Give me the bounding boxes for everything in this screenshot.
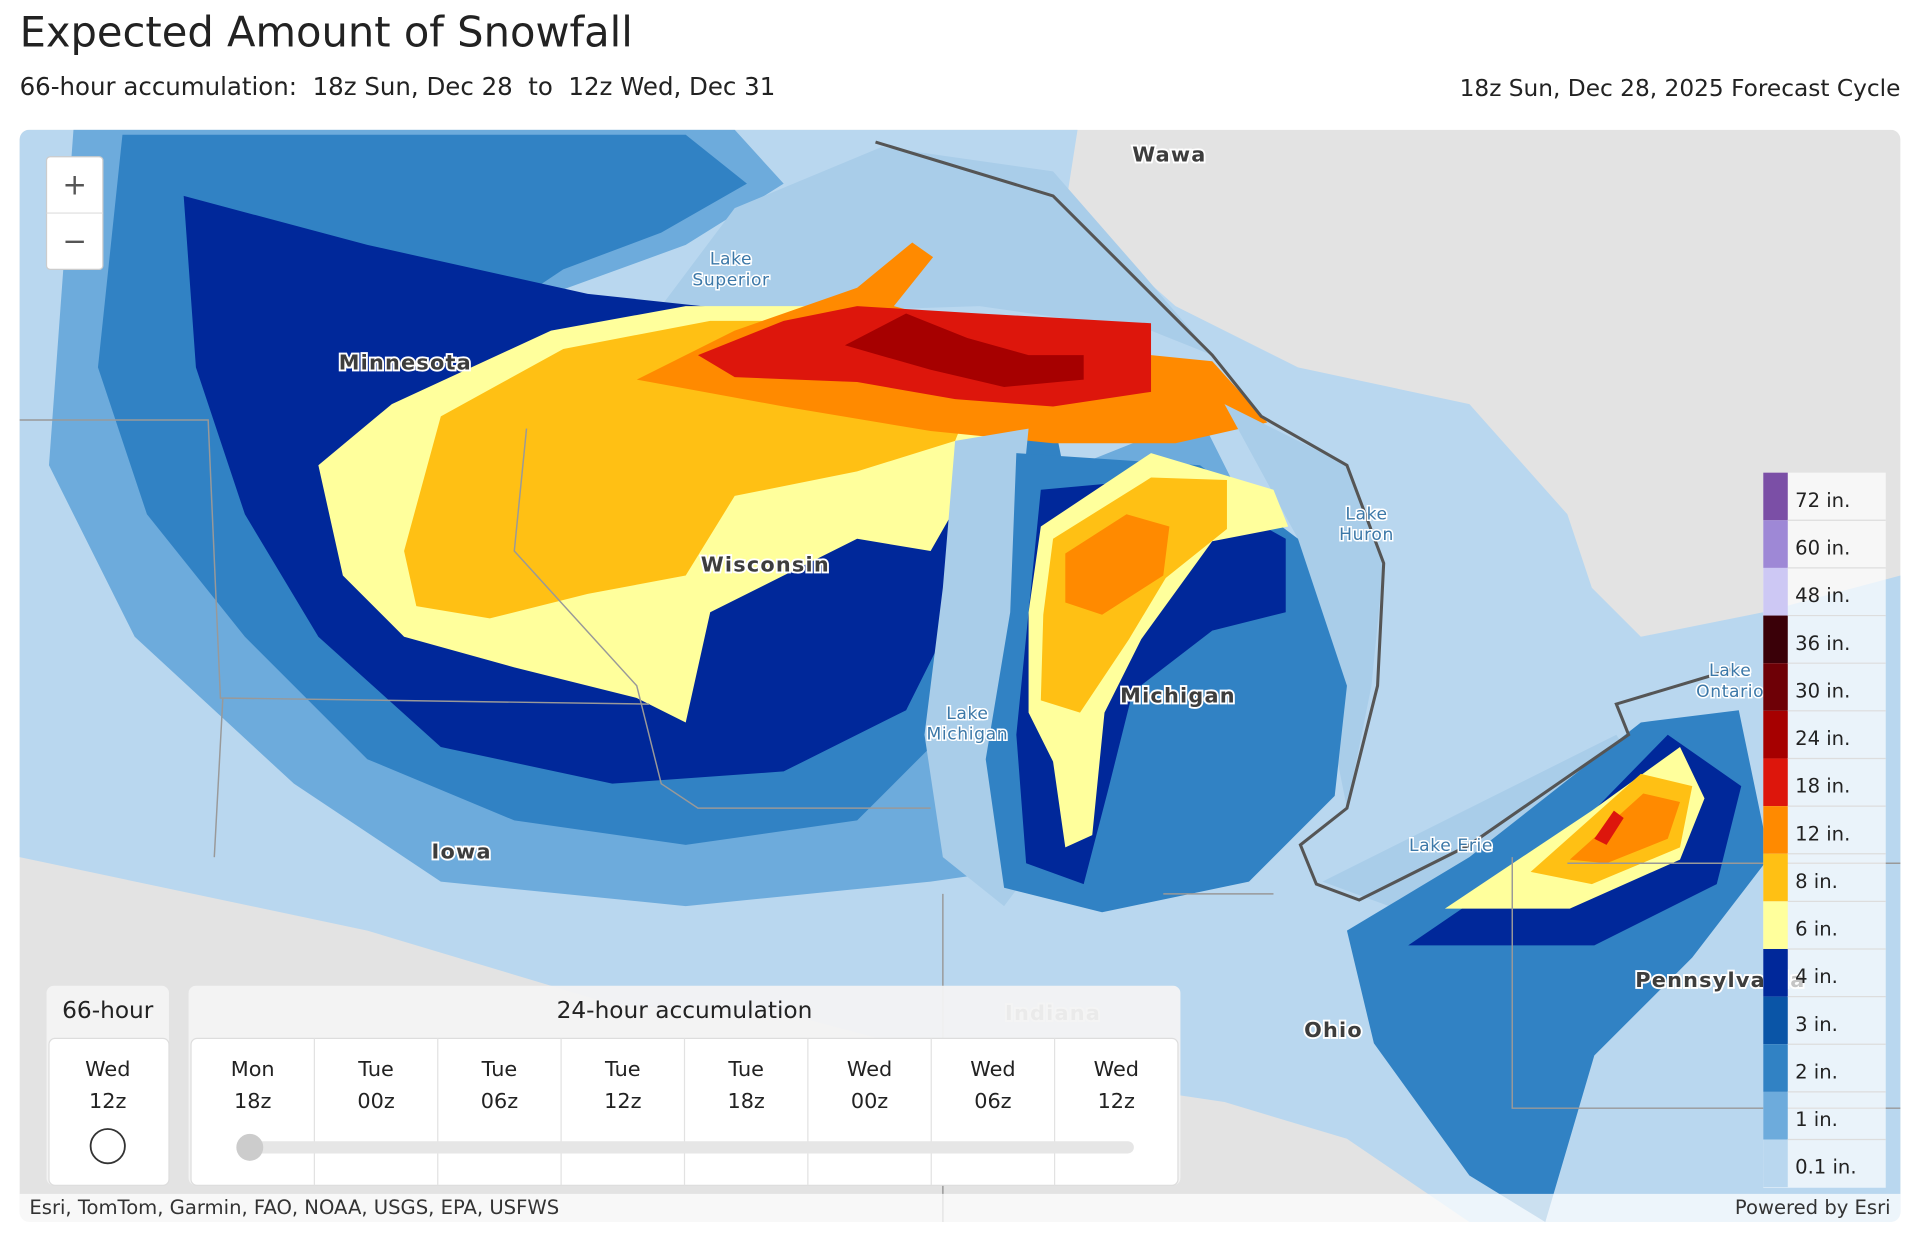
subtitle: 66-hour accumulation: 18z Sun, Dec 28 to… [20,72,776,101]
total-card[interactable] [48,1037,170,1186]
snow-area [844,313,1084,387]
snow-area [1594,810,1624,845]
legend-swatch [1763,853,1788,902]
map-label: Michigan [927,725,1009,745]
zoom-in[interactable]: + [62,168,87,202]
step-hour: 12z [1098,1089,1135,1113]
powered-by: Powered by Esri [1735,1196,1891,1219]
legend-label: 18 in. [1795,775,1850,798]
map-label: Lake [1345,504,1387,524]
total-heading: 66-hour [62,997,154,1024]
legend-swatch [1763,520,1788,568]
legend: 72 in. 60 in. 48 in. 36 in. 30 in. 24 in. 18 i… [1763,472,1886,1188]
legend-swatch [1763,1091,1788,1140]
map-label: Ontario [1696,682,1764,702]
map[interactable]: WawaLakeSuperiorMinnesotaWisconsinLakeHu… [19,129,1901,1223]
map-label: Minnesota [339,351,472,375]
legend-label: 2 in. [1795,1060,1838,1083]
legend-label: 12 in. [1795,822,1850,845]
step-day: Tue [481,1057,518,1081]
zoom-control: + − [45,156,104,271]
legend-label: 1 in. [1795,1108,1838,1131]
legend-swatch [1763,806,1788,854]
legend-label: 4 in. [1795,965,1838,988]
legend-swatch [1763,567,1788,616]
step-hour: 12z [604,1089,641,1113]
attribution: Esri, TomTom, Garmin, FAO, NOAA, USGS, E… [29,1196,559,1219]
map-label: Wawa [1132,143,1206,167]
map-label: Lake Erie [1409,836,1493,856]
map-label: Michigan [1120,684,1236,708]
step-day: Tue [357,1057,394,1081]
step-day: Wed [847,1057,892,1081]
legend-label: 8 in. [1795,870,1838,893]
step-hour: 18z [727,1089,764,1113]
legend-swatch [1763,710,1788,759]
step-hour: 18z [234,1089,271,1113]
step-day: Wed [1094,1057,1139,1081]
lake-superior [661,146,1213,356]
legend-swatch [1763,472,1788,521]
legend-label: 72 in. [1795,489,1850,512]
step-hour: 06z [481,1089,518,1113]
slider-track[interactable] [237,1141,1134,1154]
map-label: Iowa [432,839,492,863]
step-hour: 00z [357,1089,394,1113]
step-day: Wed [970,1057,1015,1081]
legend-swatch [1763,1139,1788,1188]
total-radio[interactable] [89,1128,126,1165]
total-day: Wed [85,1057,130,1081]
map-label: Lake [946,704,988,724]
step-day: Tue [604,1057,641,1081]
legend-label: 24 in. [1795,727,1850,750]
map-label: Lake [710,250,752,270]
time-control: 66-hour Wed 12z 24-hour accumulation Mon… [46,985,1181,1186]
map-label: Lake [1709,661,1751,681]
step-day: Mon [231,1057,275,1081]
total-hour: 12z [89,1089,126,1113]
step-hour: 06z [974,1089,1011,1113]
legend-swatch [1763,948,1788,997]
legend-swatch [1763,758,1788,807]
map-label: Ohio [1304,1018,1363,1042]
attribution-bar [19,1193,1901,1223]
legend-label: 6 in. [1795,918,1838,941]
legend-label: 48 in. [1795,584,1850,607]
basin-outline [875,140,1740,902]
snow-area [1569,793,1681,864]
map-label: Huron [1339,525,1394,545]
zoom-out[interactable]: − [62,224,87,258]
snow-area [1040,477,1227,713]
step-hour: 00z [851,1089,888,1113]
slider-thumb[interactable] [236,1133,264,1161]
legend-label: 0.1 in. [1795,1156,1856,1179]
legend-label: 60 in. [1795,537,1850,560]
legend-label: 30 in. [1795,679,1850,702]
legend-swatch [1763,615,1788,664]
legend-swatch [1763,996,1788,1045]
legend-label: 3 in. [1795,1013,1838,1036]
daily-heading: 24-hour accumulation [557,997,813,1024]
legend-label: 36 in. [1795,632,1850,655]
legend-swatch [1763,901,1788,949]
snow-area [1065,514,1170,615]
legend-swatch [1763,663,1788,711]
map-label: Wisconsin [701,553,830,577]
legend-swatch [1763,1044,1788,1092]
title: Expected Amount of Snowfall [20,8,633,57]
step-day: Tue [727,1057,764,1081]
map-label: Superior [692,270,770,290]
forecast-cycle: 18z Sun, Dec 28, 2025 Forecast Cycle [1460,75,1901,102]
